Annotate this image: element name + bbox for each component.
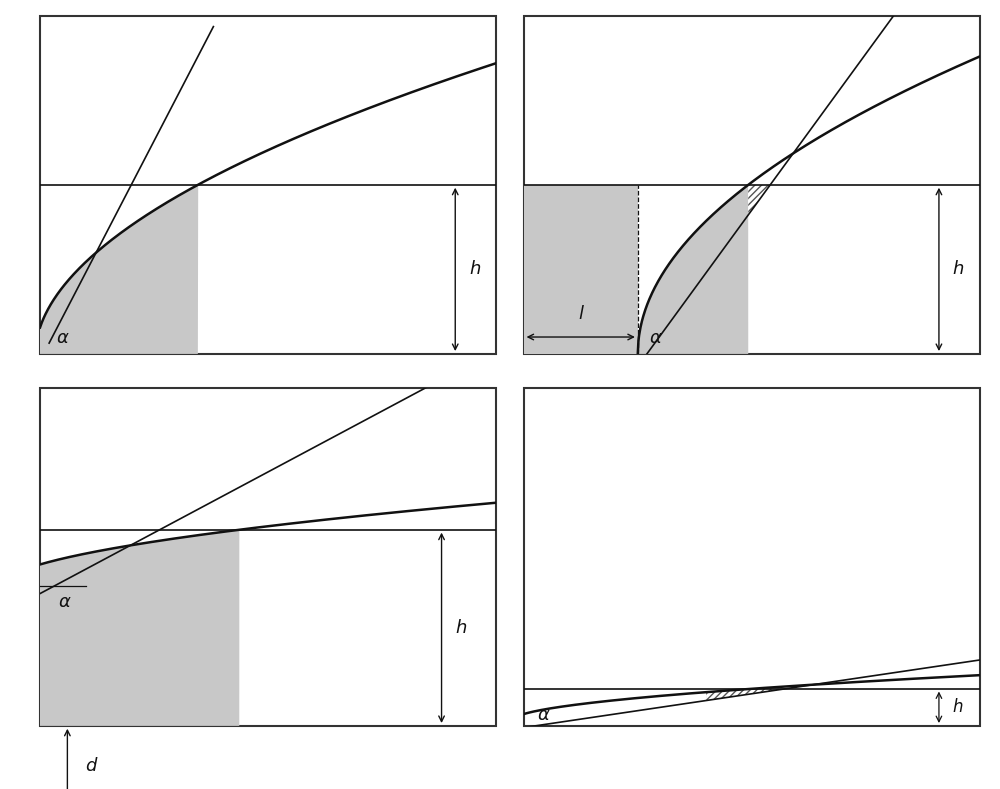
- Text: $\alpha$: $\alpha$: [537, 706, 551, 724]
- Polygon shape: [40, 529, 239, 726]
- Text: h: h: [469, 260, 480, 279]
- Text: d: d: [86, 757, 97, 776]
- Text: $\alpha$: $\alpha$: [58, 593, 72, 611]
- Polygon shape: [638, 185, 748, 354]
- Bar: [524, 185, 638, 354]
- Text: h: h: [953, 698, 963, 716]
- Text: l: l: [578, 305, 583, 323]
- Polygon shape: [40, 185, 198, 354]
- Text: $\alpha$: $\alpha$: [56, 329, 70, 347]
- Text: $\alpha$: $\alpha$: [649, 329, 663, 347]
- Text: h: h: [953, 260, 964, 279]
- Text: h: h: [455, 619, 467, 637]
